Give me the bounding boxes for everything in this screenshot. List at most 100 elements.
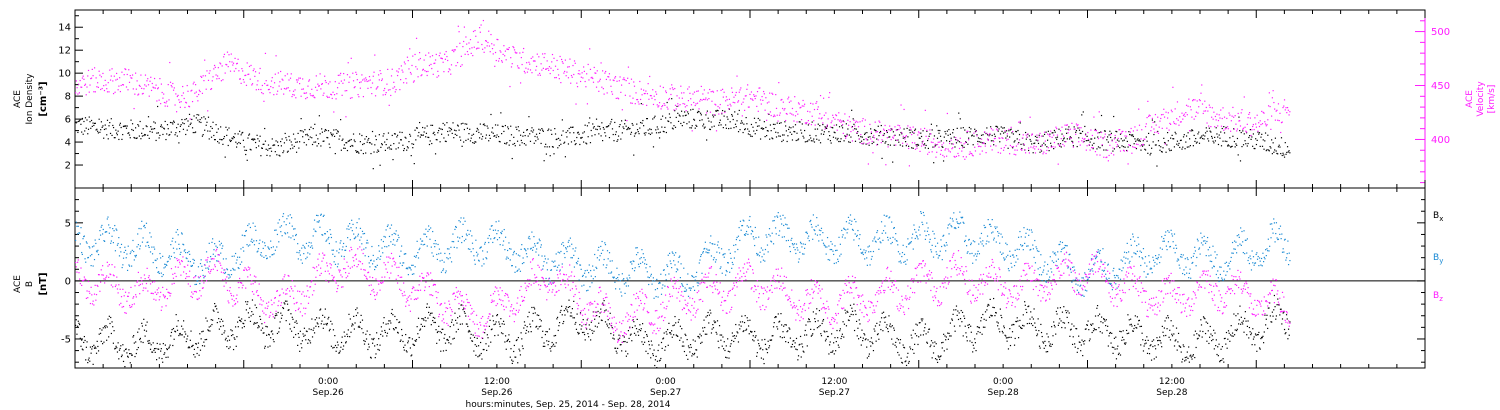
bx-point: [250, 315, 252, 317]
bx-point: [341, 336, 343, 338]
bx-point: [93, 347, 96, 349]
bx-point: [1166, 328, 1168, 330]
bx-point: [95, 352, 98, 354]
ion-density-point: [664, 126, 666, 128]
bx-point: [896, 337, 898, 340]
bx-point: [446, 339, 448, 341]
velocity-point: [780, 99, 782, 101]
velocity-point: [286, 87, 288, 89]
bx-point: [812, 333, 814, 335]
velocity-point: [789, 112, 791, 114]
velocity-point: [330, 93, 332, 95]
ion-density-point: [117, 130, 119, 132]
bx-point: [1170, 320, 1172, 322]
ion-density-point: [124, 125, 126, 127]
ion-density-point: [105, 128, 107, 130]
bx-point: [1186, 351, 1188, 353]
velocity-point: [93, 91, 95, 93]
ion-density-point: [1110, 132, 1112, 134]
ion-density-point: [1149, 154, 1151, 156]
ion-density-point: [1192, 129, 1194, 132]
ion-density-point: [1075, 131, 1077, 133]
velocity-point: [877, 139, 879, 141]
bx-point: [1187, 357, 1189, 359]
velocity-point: [977, 143, 979, 145]
bx-point: [1082, 354, 1084, 357]
ion-density-point: [118, 138, 120, 141]
bx-point: [293, 336, 295, 338]
bx-point: [114, 347, 117, 349]
bx-point: [790, 346, 792, 348]
bx-point: [891, 338, 893, 340]
bx-point: [1212, 338, 1214, 341]
bx-point: [958, 312, 960, 314]
ion-density-point: [716, 109, 718, 111]
ion-density-point: [493, 135, 495, 137]
bx-point: [195, 342, 197, 345]
ion-density-point: [1136, 139, 1138, 141]
ion-density-point: [925, 144, 927, 147]
bx-point: [322, 327, 324, 329]
velocity-point: [1202, 112, 1204, 115]
ion-density-point: [1040, 150, 1043, 152]
bx-point: [793, 340, 795, 342]
bx-point: [885, 316, 887, 318]
bx-point: [375, 353, 377, 355]
ion-density-point: [689, 127, 691, 129]
ion-density-point: [1009, 136, 1011, 138]
ion-density-point: [709, 128, 711, 130]
velocity-point: [1236, 128, 1239, 130]
ion-density-point: [962, 127, 964, 129]
ion-density-point: [862, 143, 864, 145]
velocity-point: [497, 60, 500, 62]
velocity-point: [608, 73, 611, 75]
bx-point: [1143, 345, 1145, 347]
ion-density-point: [702, 125, 704, 127]
ion-density-point: [927, 139, 929, 142]
bx-point: [564, 314, 566, 316]
ion-density-point: [1128, 131, 1130, 133]
velocity-point: [693, 101, 695, 104]
ion-density-point: [420, 134, 422, 136]
bx-point: [496, 314, 498, 317]
bx-point: [349, 318, 351, 320]
bx-point: [1147, 339, 1149, 341]
ion-density-point: [152, 128, 154, 130]
bx-point: [1091, 331, 1093, 334]
ion-density-point: [414, 129, 416, 131]
ion-density-point: [175, 132, 177, 134]
bx-point: [1052, 335, 1054, 337]
bx-point: [868, 353, 870, 355]
velocity-point: [848, 124, 850, 126]
velocity-point: [233, 70, 235, 72]
ion-density-point: [1132, 134, 1134, 136]
bx-point: [309, 342, 312, 344]
velocity-point: [238, 70, 240, 72]
velocity-point: [149, 80, 151, 82]
ion-density-point: [416, 127, 418, 129]
bx-point: [924, 327, 926, 329]
velocity-point: [321, 83, 323, 85]
velocity-point: [712, 90, 714, 92]
ion-density-point: [1006, 135, 1008, 137]
ion-density-point: [966, 132, 968, 134]
velocity-point: [1059, 145, 1061, 147]
velocity-point: [1061, 126, 1063, 128]
ion-density-point: [1259, 145, 1261, 148]
velocity-point: [1171, 111, 1173, 113]
ion-density-point: [1286, 151, 1288, 154]
velocity-point: [1239, 120, 1241, 122]
velocity-point: [1207, 125, 1210, 127]
bx-point: [936, 359, 938, 361]
velocity-point: [929, 129, 931, 131]
top-left-ylabel-line2: Ion Density: [25, 73, 35, 125]
bx-point: [461, 304, 463, 306]
ion-density-point: [409, 135, 412, 137]
velocity-point: [478, 27, 481, 29]
bx-point: [1032, 324, 1034, 327]
velocity-point: [602, 70, 604, 72]
velocity-point: [747, 84, 749, 86]
bx-point: [1024, 304, 1026, 306]
velocity-point: [1261, 110, 1263, 113]
velocity-point: [617, 98, 620, 100]
